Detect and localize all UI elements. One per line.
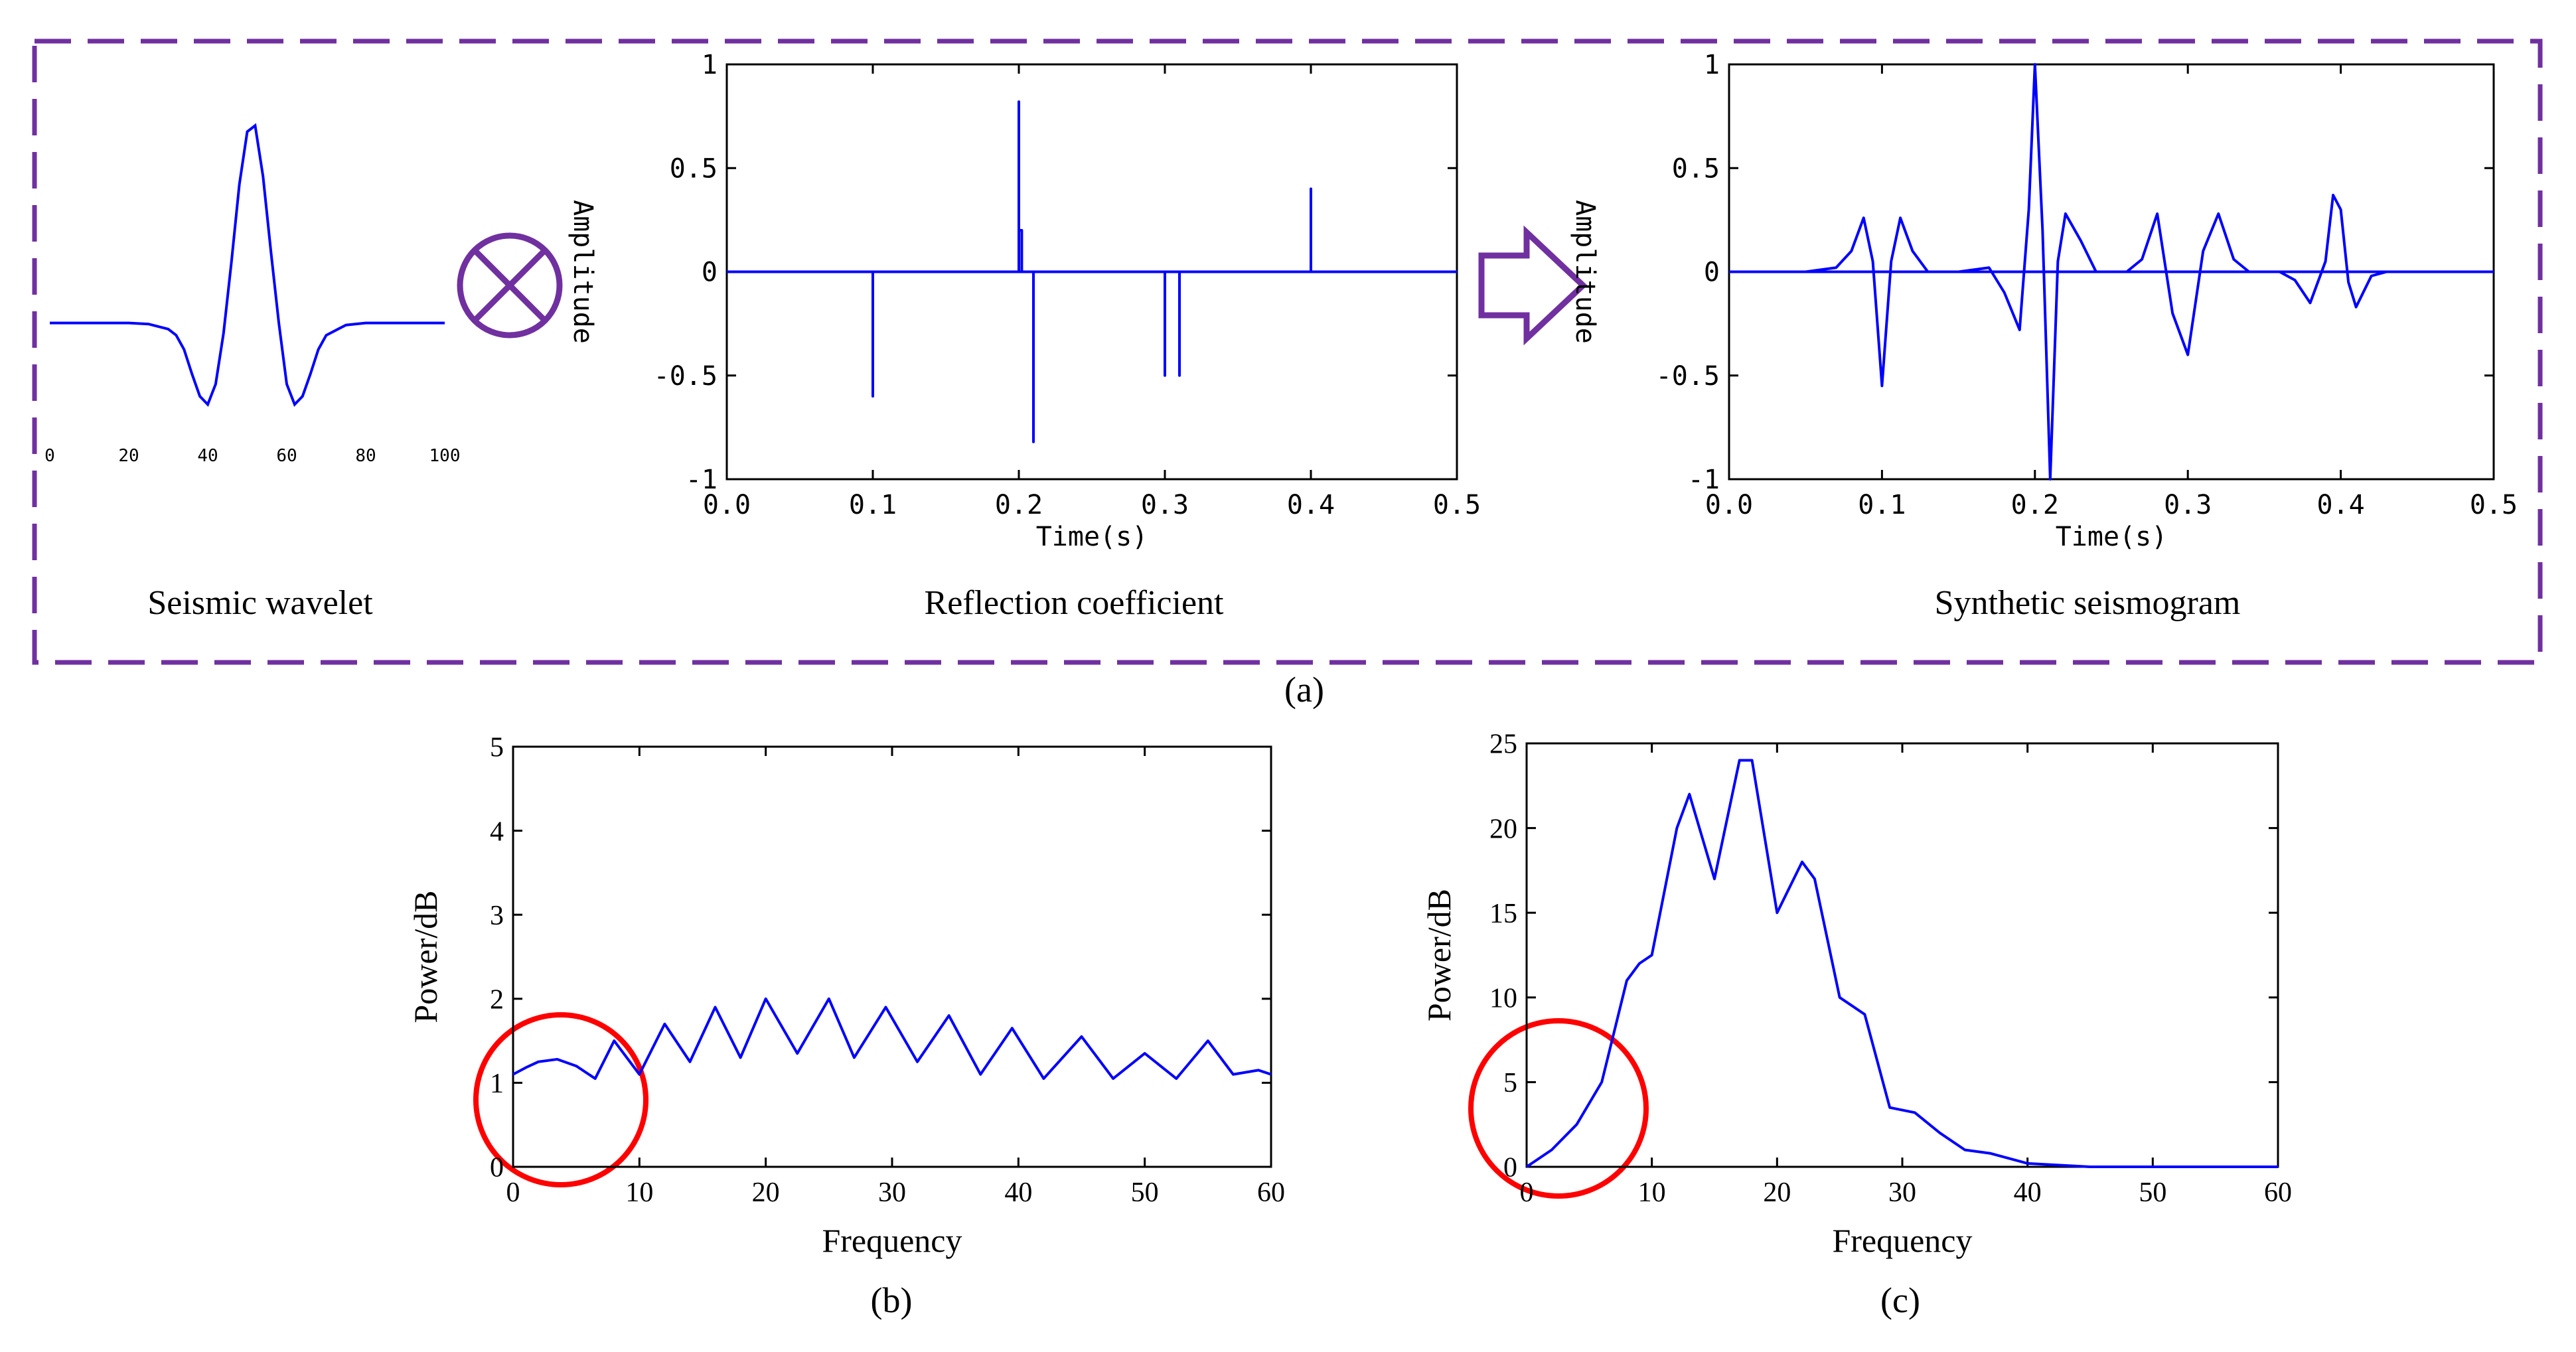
series-line — [1729, 63, 2494, 481]
synthetic-caption: Synthetic seismogram — [1935, 584, 2241, 622]
x-tick-label: 10 — [1638, 1177, 1666, 1208]
plot-frame — [512, 745, 1272, 1168]
wavelet-tick-labels: 0 20 40 60 80 100 — [44, 446, 460, 466]
x-tick-label: 0 — [1520, 1177, 1534, 1208]
y-axis-label: Amplitude — [568, 200, 598, 344]
x-tick-label: 0.3 — [1141, 490, 1189, 520]
spectrum-b-chart: (b) 0 10 20 30 40 50 60 0 1 2 3 4 5 Frequency Power/dB — [407, 733, 1285, 1320]
x-tick-label: 20 — [1763, 1177, 1791, 1208]
series-line — [727, 100, 1457, 443]
wavelet-tick-label: 20 — [118, 446, 139, 466]
x-tick-label: 0.0 — [703, 490, 751, 520]
x-tick-label: 40 — [1004, 1177, 1032, 1208]
x-tick-label: 0.5 — [2470, 490, 2518, 520]
reflectivity-caption: Reflection coefficient — [925, 584, 1224, 622]
x-axis-label: Time(s) — [1036, 522, 1148, 552]
y-tick-label: 1 — [702, 50, 718, 80]
highlight-circle-c — [1468, 1018, 1649, 1199]
y-tick-label: -0.5 — [1656, 361, 1720, 392]
y-tick-label: 0 — [1503, 1153, 1517, 1183]
wavelet-tick-label: 100 — [429, 446, 461, 466]
y-tick-label: 5 — [490, 733, 504, 763]
y-tick-label: 0.5 — [1672, 153, 1720, 184]
x-axis-label: Frequency — [1832, 1222, 1972, 1259]
circled-times-icon — [457, 232, 563, 338]
x-tick-label: 0.4 — [2316, 490, 2364, 520]
spectrum-b-label: (b) — [871, 1280, 913, 1320]
y-axis-label: Power/dB — [407, 891, 444, 1023]
x-axis-label: Time(s) — [2056, 522, 2168, 552]
y-axis-label: Power/dB — [1420, 889, 1458, 1021]
x-tick-label: 60 — [1257, 1177, 1285, 1208]
x-axis-label: Frequency — [822, 1222, 962, 1259]
y-tick-label: 1 — [1704, 50, 1720, 80]
wavelet-curve — [50, 123, 445, 407]
x-tick-label: 60 — [2264, 1177, 2292, 1208]
wavelet-tick-label: 80 — [355, 446, 376, 466]
reflectivity-chart: Reflection coefficient 0.0 0.1 0.2 0.3 0.4 0.… — [568, 50, 1481, 622]
panel-a-frame — [32, 38, 2543, 665]
x-tick-label: 0.4 — [1287, 490, 1335, 520]
y-tick-label: -1 — [1688, 465, 1720, 495]
x-tick-label: 20 — [752, 1177, 780, 1208]
wavelet-caption: Seismic wavelet — [147, 584, 373, 622]
series-line — [1525, 759, 2278, 1168]
x-tick-label: 30 — [1888, 1177, 1916, 1208]
x-tick-label: 0.0 — [1705, 490, 1753, 520]
x-tick-label: 50 — [1131, 1177, 1159, 1208]
x-tick-label: 0.2 — [995, 490, 1043, 520]
y-axis-label: Amplitude — [1570, 200, 1600, 344]
x-tick-label: 0.1 — [849, 490, 897, 520]
x-tick-label: 30 — [878, 1177, 906, 1208]
y-tick-label: 15 — [1489, 899, 1517, 929]
plot-frame — [1525, 742, 2279, 1168]
synthetic-chart: Synthetic seismogram 0.0 0.1 0.2 0.3 0.4 0.5 -… — [1570, 50, 2518, 622]
y-tick-label: 0 — [490, 1153, 504, 1183]
wavelet-tick-label: 60 — [276, 446, 297, 466]
x-tick-label: 50 — [2139, 1177, 2166, 1208]
series-line — [512, 997, 1272, 1081]
y-tick-label: 20 — [1489, 814, 1517, 844]
y-tick-label: 0 — [702, 258, 718, 288]
y-tick-label: 25 — [1489, 729, 1517, 760]
y-tick-label: 4 — [490, 816, 504, 847]
wavelet-chart: 0 20 40 60 80 100 Seismic wavelet — [44, 123, 460, 622]
x-tick-label: 0.3 — [2164, 490, 2212, 520]
y-tick-label: 3 — [490, 901, 504, 931]
x-tick-label: 0.1 — [1858, 490, 1906, 520]
x-tick-label: 40 — [2014, 1177, 2042, 1208]
y-tick-label: 1 — [490, 1069, 504, 1099]
highlight-circle-b — [473, 1012, 648, 1187]
x-tick-label: 0.2 — [2011, 490, 2059, 520]
y-tick-label: 0.5 — [670, 153, 718, 184]
panel-a-label: (a) — [1284, 670, 1324, 710]
y-tick-label: 2 — [490, 985, 504, 1015]
spectrum-c-chart: (c) 0 10 20 30 40 50 60 0 5 10 15 20 25 Frequency Powe… — [1420, 729, 2292, 1320]
wavelet-tick-label: 0 — [44, 446, 55, 466]
x-tick-label: 10 — [625, 1177, 653, 1208]
y-tick-label: -1 — [686, 465, 718, 495]
wavelet-tick-label: 40 — [197, 446, 218, 466]
spectrum-c-label: (c) — [1880, 1280, 1920, 1320]
x-tick-label: 0.5 — [1433, 490, 1481, 520]
y-tick-label: -0.5 — [654, 361, 718, 392]
y-tick-label: 0 — [1704, 258, 1720, 288]
x-tick-label: 0 — [506, 1177, 520, 1208]
y-tick-label: 10 — [1489, 984, 1517, 1014]
y-tick-label: 5 — [1503, 1068, 1517, 1098]
hollow-right-arrow-icon — [1478, 225, 1588, 346]
